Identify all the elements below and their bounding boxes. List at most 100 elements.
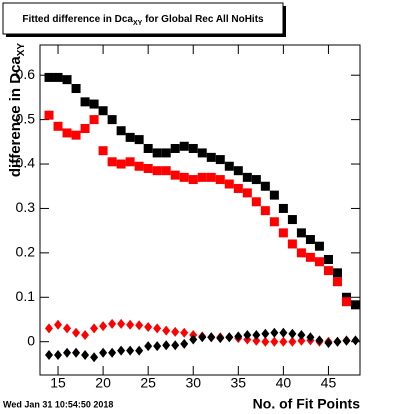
diamond-marker	[63, 323, 72, 334]
diamond-marker	[162, 325, 171, 336]
square-marker	[224, 179, 234, 189]
square-marker	[143, 143, 153, 153]
y-tick-label: 0.6	[16, 66, 36, 82]
square-marker	[125, 132, 135, 142]
square-marker	[215, 155, 225, 165]
y-tick-label: 0.5	[16, 110, 36, 126]
square-marker	[206, 152, 216, 162]
diamond-marker	[108, 347, 117, 358]
diamond-marker	[351, 335, 360, 346]
square-marker	[80, 123, 90, 133]
diamond-marker	[261, 336, 270, 347]
diamond-marker	[225, 332, 234, 343]
diamond-marker	[108, 318, 117, 329]
square-marker	[188, 143, 198, 153]
x-tick-label: 30	[185, 375, 201, 391]
square-marker	[314, 241, 324, 251]
x-tick-label: 15	[50, 375, 66, 391]
square-marker	[296, 228, 306, 238]
y-axis-label: difference in DcaXY	[7, 43, 27, 178]
square-marker	[89, 115, 99, 125]
diamond-marker	[252, 330, 261, 341]
square-marker	[197, 148, 207, 158]
square-marker	[278, 228, 288, 238]
diamond-marker	[288, 336, 297, 347]
diamond-marker	[315, 335, 324, 346]
square-marker	[44, 72, 54, 82]
square-marker	[71, 84, 81, 94]
diamond-marker	[99, 321, 108, 332]
square-marker	[107, 115, 117, 125]
square-marker	[89, 99, 99, 109]
diamond-marker	[297, 335, 306, 346]
diamond-marker	[297, 330, 306, 341]
square-marker	[71, 130, 81, 140]
square-marker	[305, 252, 315, 262]
square-marker	[233, 166, 243, 176]
diamond-marker	[45, 323, 54, 334]
x-tick-label: 45	[321, 375, 337, 391]
x-axis-label: No. of Fit Points	[253, 396, 361, 412]
square-marker	[296, 248, 306, 258]
diamond-marker	[81, 330, 90, 341]
diamond-marker	[45, 350, 54, 361]
square-marker	[341, 297, 351, 307]
diamond-marker	[306, 332, 315, 343]
square-marker	[287, 239, 297, 249]
diamond-marker	[153, 341, 162, 352]
diamond-marker	[135, 320, 144, 331]
square-marker	[332, 268, 342, 278]
diamond-marker	[81, 350, 90, 361]
y-tick-label: 0	[27, 332, 35, 348]
square-marker	[152, 148, 162, 158]
square-marker	[179, 172, 189, 182]
diamond-marker	[270, 327, 279, 338]
diamond-marker	[126, 345, 135, 356]
square-marker	[116, 126, 126, 136]
square-marker	[323, 255, 333, 265]
y-tick-label: 0.3	[16, 199, 36, 215]
diamond-marker	[234, 331, 243, 342]
square-marker	[278, 203, 288, 213]
square-marker	[161, 148, 171, 158]
square-marker	[332, 277, 342, 287]
diamond-marker	[72, 347, 81, 358]
square-marker	[62, 128, 72, 138]
diamond-marker	[162, 340, 171, 351]
square-marker	[260, 206, 270, 216]
title-box	[2, 2, 284, 35]
diamond-marker	[171, 340, 180, 351]
square-marker	[206, 172, 216, 182]
square-marker	[251, 175, 261, 185]
diamond-marker	[117, 345, 126, 356]
diamond-marker	[171, 326, 180, 337]
diamond-marker	[189, 334, 198, 345]
diamond-marker	[279, 327, 288, 338]
square-marker	[116, 159, 126, 169]
square-marker	[287, 215, 297, 225]
square-marker	[242, 188, 252, 198]
diamond-marker	[324, 338, 333, 349]
x-tick-label: 35	[231, 375, 247, 391]
square-marker	[125, 157, 135, 167]
timestamp: Wed Jan 31 10:54:50 2018	[3, 399, 113, 409]
x-tick-label: 20	[95, 375, 111, 391]
square-marker	[170, 143, 180, 153]
diamond-marker	[99, 347, 108, 358]
chart-title: Fitted difference in DcaXY for Global Re…	[22, 14, 264, 27]
square-marker	[98, 146, 108, 156]
diamond-marker	[207, 332, 216, 343]
square-marker	[53, 121, 63, 131]
diamond-marker	[333, 336, 342, 347]
diamond-marker	[144, 341, 153, 352]
square-marker	[161, 166, 171, 176]
diamond-marker	[135, 345, 144, 356]
title-sub: XY	[133, 20, 143, 27]
square-marker	[80, 97, 90, 107]
square-marker	[170, 170, 180, 180]
square-marker	[260, 181, 270, 191]
diamond-marker	[243, 330, 252, 341]
y-label-sub: XY	[16, 43, 27, 57]
